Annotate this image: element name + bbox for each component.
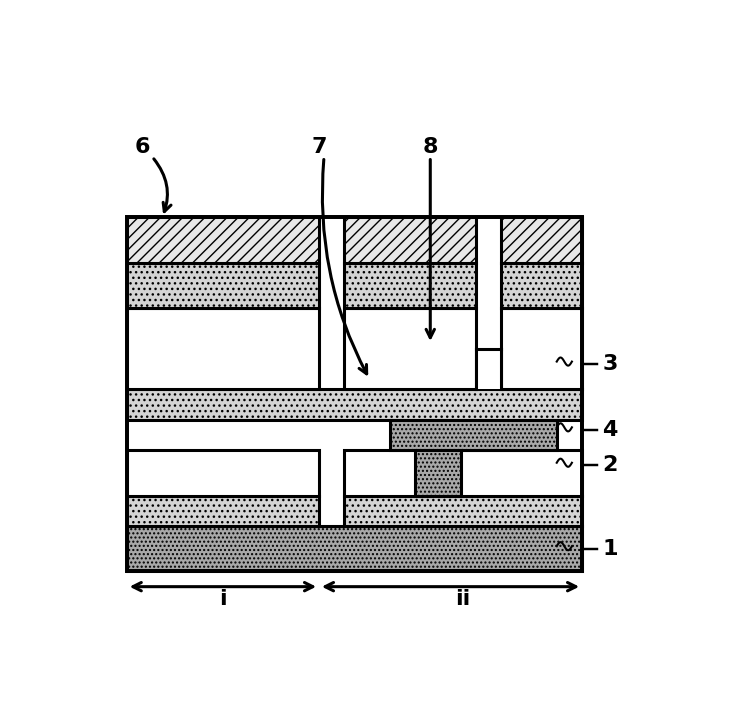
- Bar: [126, 389, 582, 420]
- Bar: [344, 263, 476, 309]
- Bar: [126, 526, 582, 572]
- Bar: [126, 263, 319, 309]
- Bar: [126, 450, 319, 495]
- Bar: [344, 495, 582, 526]
- Text: 7: 7: [311, 136, 327, 156]
- Bar: [126, 218, 582, 572]
- Text: 6: 6: [135, 136, 150, 156]
- Bar: [126, 309, 319, 389]
- Bar: [126, 495, 319, 526]
- Text: ii: ii: [455, 589, 471, 609]
- Text: 8: 8: [423, 136, 438, 156]
- Bar: [344, 309, 476, 389]
- Text: 3: 3: [602, 354, 618, 374]
- Bar: [476, 349, 501, 389]
- Bar: [390, 420, 557, 450]
- Text: i: i: [219, 589, 227, 609]
- Bar: [501, 218, 582, 263]
- Text: 2: 2: [602, 455, 618, 475]
- Bar: [501, 309, 582, 389]
- Bar: [501, 263, 582, 309]
- Text: 1: 1: [602, 539, 618, 559]
- Text: 4: 4: [602, 420, 618, 440]
- Bar: [344, 450, 582, 495]
- Bar: [344, 218, 476, 263]
- Bar: [415, 450, 461, 495]
- Bar: [126, 218, 319, 263]
